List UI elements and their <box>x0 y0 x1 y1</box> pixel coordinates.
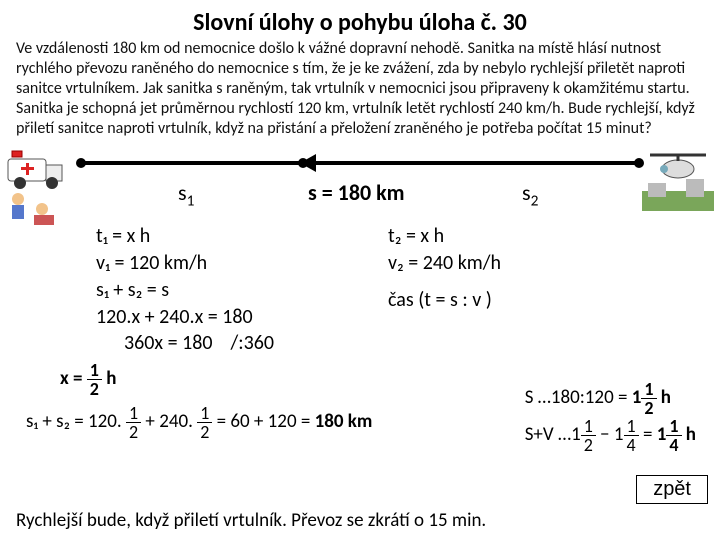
helicopter-icon <box>642 147 714 211</box>
equations-columns: t₁ = x h v₁ = 120 km/h s₁ + s₂ = s 120.x… <box>0 223 720 331</box>
v2-line: v₂ = 240 km/h <box>388 250 640 277</box>
eq-360-lhs: 360x = 180 <box>124 331 213 355</box>
answer-text: Rychlejší bude, když přiletí vrtulník. P… <box>0 509 720 532</box>
v1-line: v₁ = 120 km/h <box>96 250 348 277</box>
t2-line: t₂ = x h <box>388 223 640 250</box>
paramedics-icon <box>6 191 60 227</box>
page-title: Slovní úlohy o pohybu úloha č. 30 <box>0 0 720 39</box>
time-formula: čas (t = s : v ) <box>388 287 640 314</box>
eq-360-div: /:360 <box>231 331 275 355</box>
combined-time-line: S+V …112 − 114 = 114 h <box>525 417 696 454</box>
distance-diagram: s1 s = 180 km s2 <box>0 145 720 223</box>
eq-360-row: 360x = 180 /:360 <box>0 331 720 355</box>
ambulance-icon <box>6 149 66 193</box>
distance-line <box>80 161 640 165</box>
right-side-formulas: S …180:120 = 112 h S+V …112 − 114 = 114 … <box>525 380 696 454</box>
right-column: t₂ = x h v₂ = 240 km/h čas (t = s : v ) <box>348 223 640 331</box>
eq-line: 120.x + 240.x = 180 <box>96 304 348 331</box>
start-dot <box>76 158 86 168</box>
problem-text: Ve vzdálenosti 180 km od nemocnice došlo… <box>0 39 720 143</box>
sum-line: s₁ + s₂ = s <box>96 277 348 304</box>
heli-direction-arrow <box>300 154 316 172</box>
segment-s2-label: s2 <box>522 179 538 210</box>
left-column: t₁ = x h v₁ = 120 km/h s₁ + s₂ = s 120.x… <box>96 223 348 331</box>
t1-line: t₁ = x h <box>96 223 348 250</box>
segment-s1-label: s1 <box>178 179 194 210</box>
end-dot <box>634 158 644 168</box>
segment-total-label: s = 180 km <box>308 179 405 206</box>
sanitka-time-line: S …180:120 = 112 h <box>525 380 696 417</box>
back-button[interactable]: zpět <box>636 475 708 504</box>
